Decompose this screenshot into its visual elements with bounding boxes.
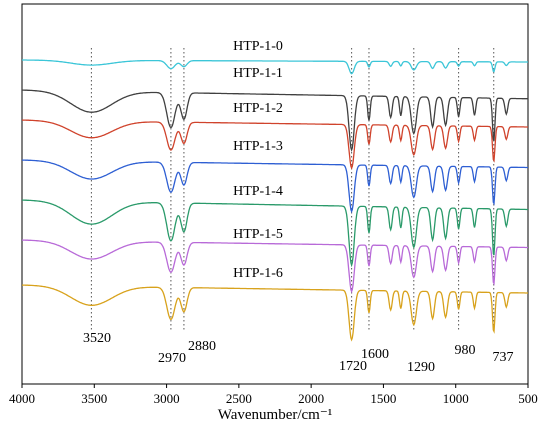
peak-label: 737 bbox=[493, 350, 514, 365]
peak-reference-lines bbox=[90, 48, 495, 332]
peak-label: 1720 bbox=[339, 359, 367, 374]
series-label: HTP-1-4 bbox=[233, 184, 283, 199]
series-line-htp-1-0 bbox=[22, 59, 528, 75]
series-label: HTP-1-5 bbox=[233, 227, 283, 242]
peak-label: 980 bbox=[455, 343, 476, 358]
x-tick-label: 1500 bbox=[370, 391, 396, 406]
series-label: HTP-1-3 bbox=[233, 139, 283, 154]
plot-frame bbox=[21, 3, 529, 385]
peak-label: 2880 bbox=[188, 339, 216, 354]
series-label: HTP-1-0 bbox=[233, 39, 283, 54]
series-label: HTP-1-2 bbox=[233, 101, 283, 116]
series-label: HTP-1-1 bbox=[233, 66, 283, 81]
x-tick-label: 500 bbox=[518, 391, 538, 406]
peak-label: 1290 bbox=[407, 360, 435, 375]
x-axis-title: Wavenumber/cm⁻¹ bbox=[218, 407, 333, 423]
x-tick-label: 2500 bbox=[226, 391, 252, 406]
series-label: HTP-1-6 bbox=[233, 266, 283, 281]
peak-label: 1600 bbox=[361, 347, 389, 362]
x-axis-ticks: 4000 3500 3000 2500 2000 1500 1000 500 bbox=[9, 384, 538, 406]
series-line-htp-1-2 bbox=[22, 119, 528, 170]
series-line-htp-1-3 bbox=[22, 159, 528, 214]
x-tick-label: 3000 bbox=[154, 391, 180, 406]
series-line-htp-1-1 bbox=[22, 89, 529, 152]
x-tick-label: 2000 bbox=[298, 391, 324, 406]
x-tick-label: 1000 bbox=[443, 391, 469, 406]
x-tick-label: 3500 bbox=[81, 391, 107, 406]
series-labels: HTP-1-0 HTP-1-1 HTP-1-2 HTP-1-3 HTP-1-4 HTP-1… bbox=[233, 39, 283, 281]
series-line-htp-1-6 bbox=[22, 284, 528, 342]
x-tick-label: 4000 bbox=[9, 391, 35, 406]
peak-label: 2970 bbox=[158, 351, 186, 366]
series-line-htp-1-4 bbox=[22, 199, 528, 268]
peak-label: 3520 bbox=[83, 331, 111, 346]
spectra bbox=[22, 59, 529, 342]
series-line-htp-1-5 bbox=[22, 239, 528, 294]
